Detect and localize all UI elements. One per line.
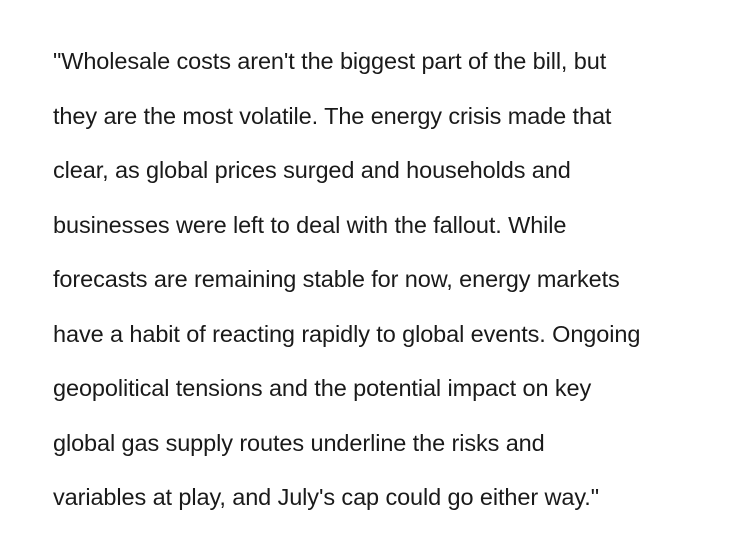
quote-line-3: clear, as global prices surged and house… (53, 157, 571, 183)
quote-line-7: geopolitical tensions and the potential … (53, 375, 592, 401)
quote-line-4: businesses were left to deal with the fa… (53, 211, 567, 238)
quote-line-1: "Wholesale costs aren't the biggest part… (53, 48, 607, 74)
quote-line-2: they are the most volatile. The energy c… (53, 102, 612, 129)
quote-line-9: variables at play, and July's cap could … (53, 484, 599, 510)
quote-paragraph: "Wholesale costs aren't the biggest part… (53, 34, 743, 525)
quote-line-6: have a habit of reacting rapidly to glob… (53, 320, 641, 347)
quote-line-5: forecasts are remaining stable for now, … (53, 266, 620, 292)
quote-line-8: global gas supply routes underline the r… (53, 429, 545, 456)
